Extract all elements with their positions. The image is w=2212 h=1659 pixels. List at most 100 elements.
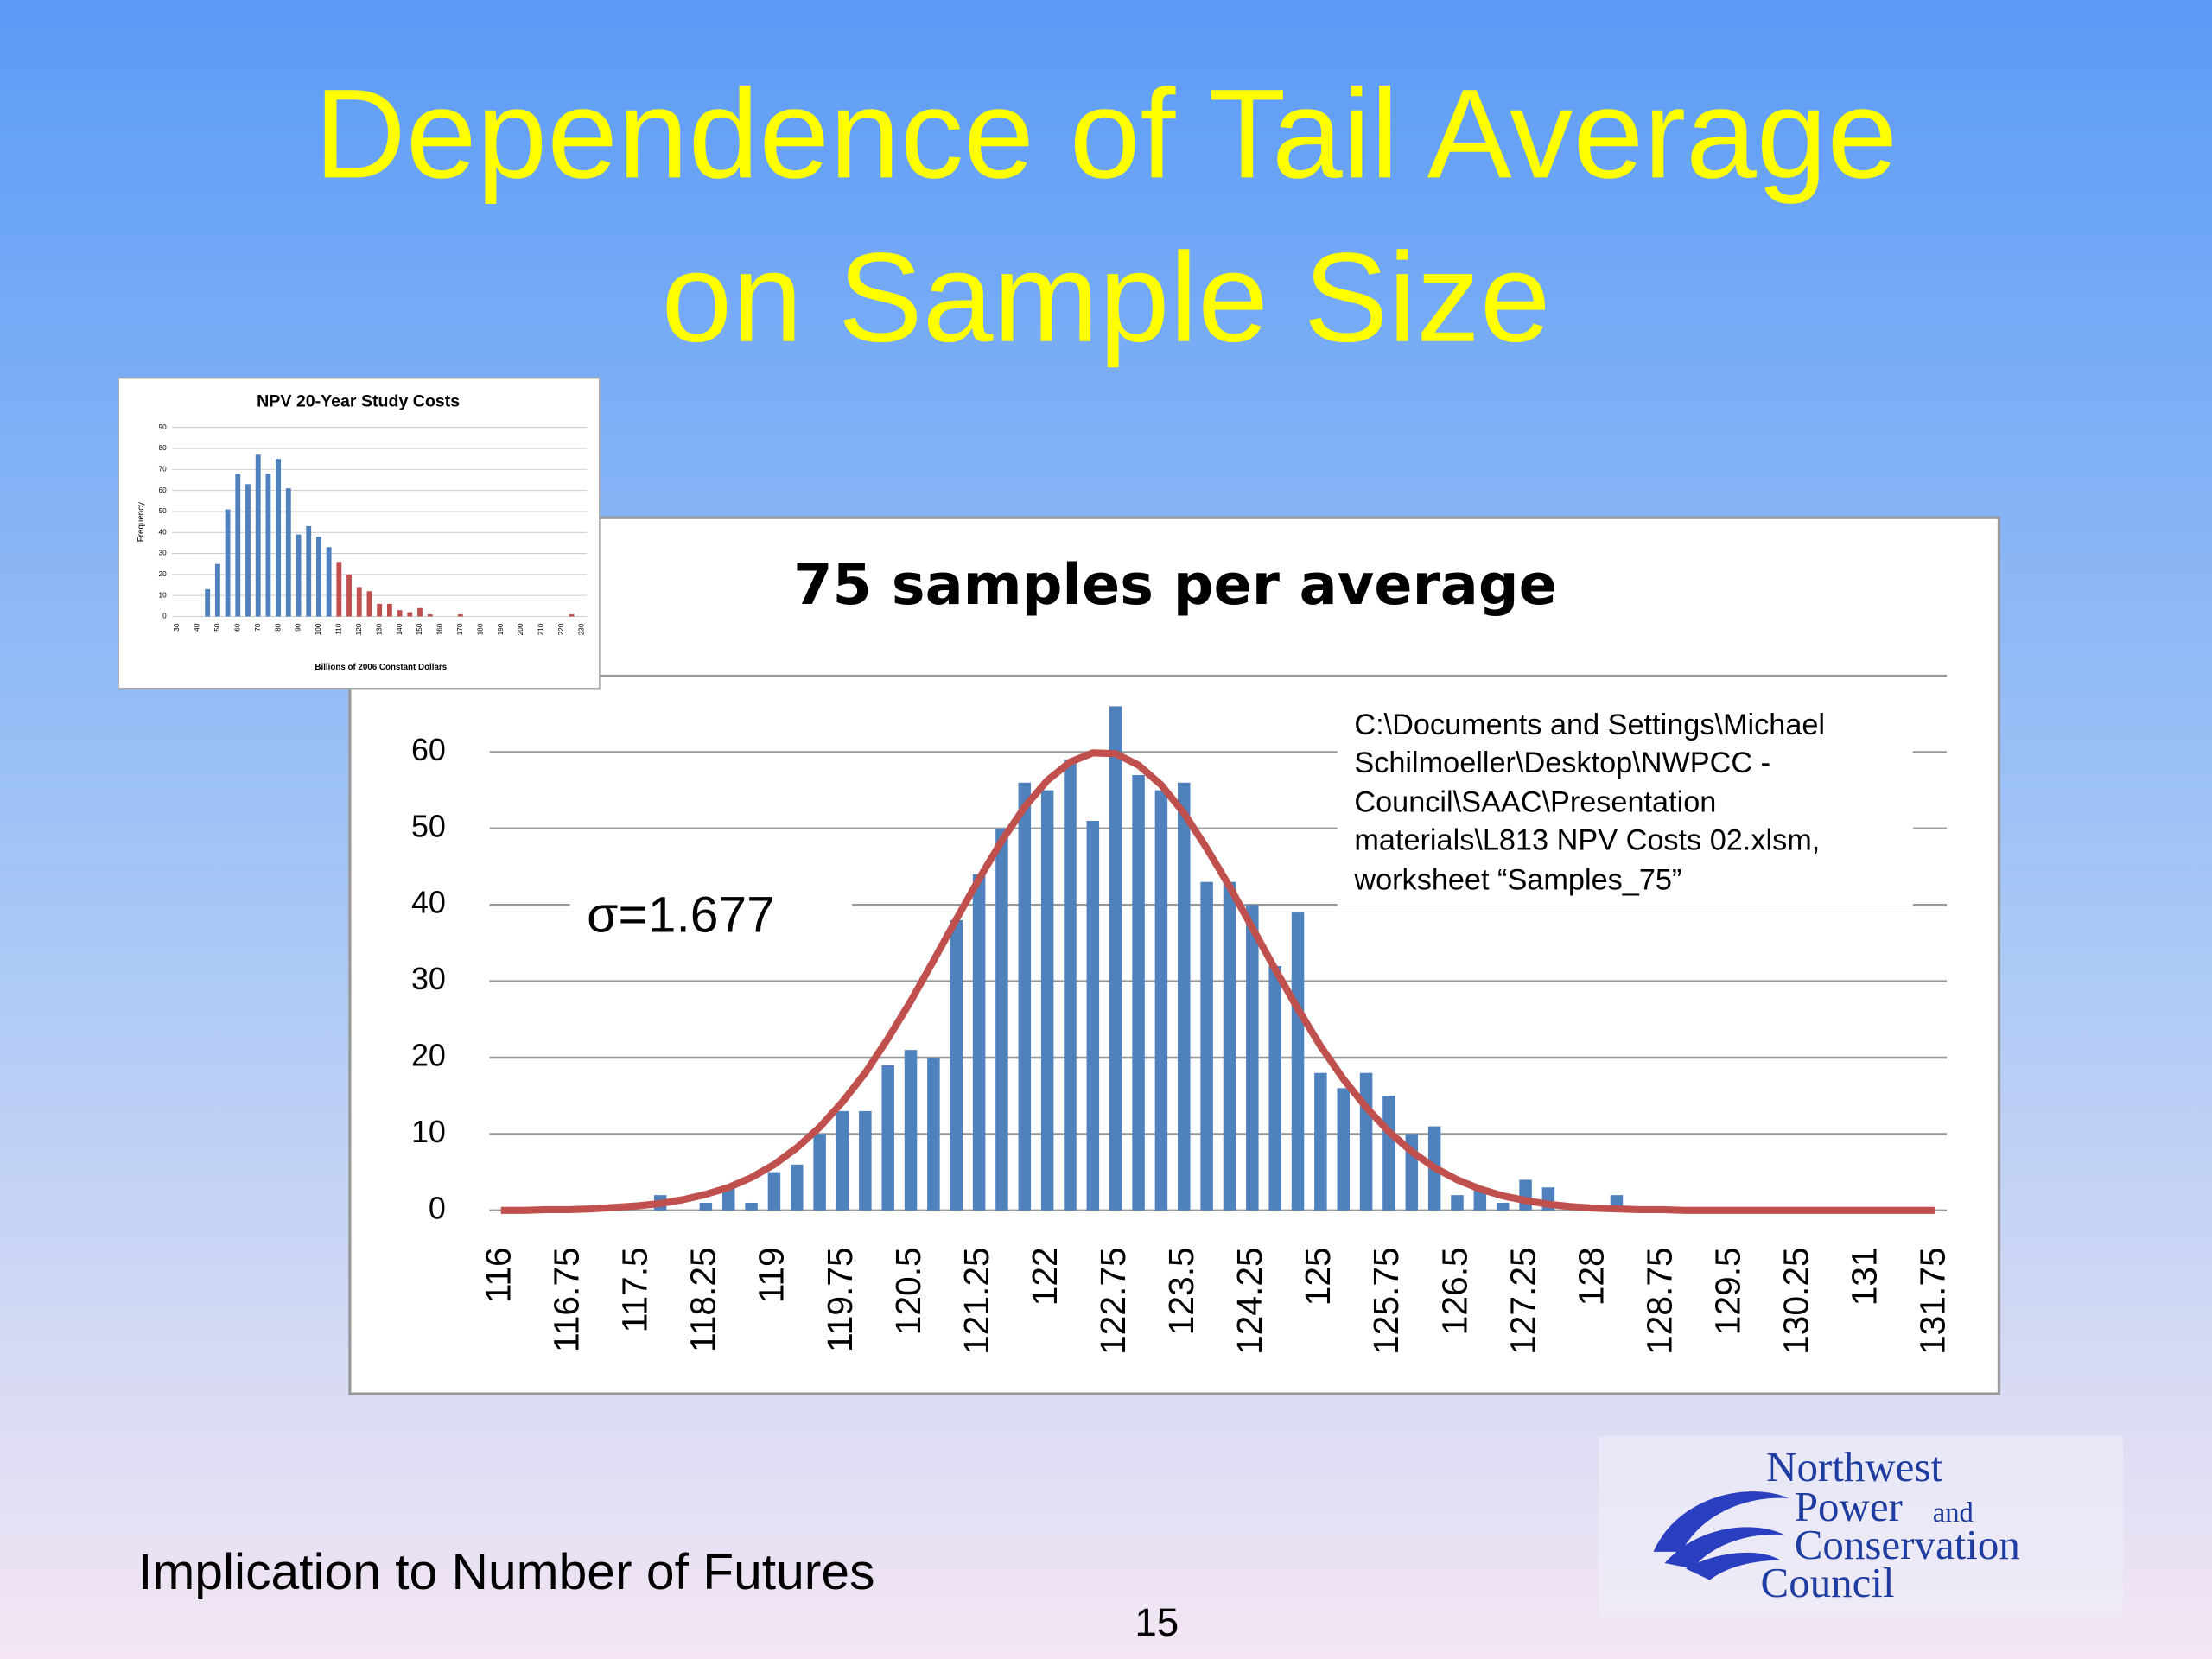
bar bbox=[1314, 1072, 1327, 1211]
bar bbox=[386, 603, 392, 617]
x-tick-label: 150 bbox=[416, 623, 423, 635]
bar bbox=[245, 484, 251, 617]
bar bbox=[1496, 1202, 1510, 1211]
x-tick-label: 140 bbox=[396, 623, 404, 635]
bar bbox=[1246, 905, 1259, 1211]
note: materials\L813 NPV Costs 02.xlsm, bbox=[1354, 824, 1820, 857]
annotation: σ=1.677 bbox=[587, 887, 775, 943]
bar bbox=[745, 1202, 758, 1211]
bar bbox=[813, 1134, 826, 1211]
bar bbox=[721, 1187, 735, 1211]
logo-text: and bbox=[1933, 1497, 1974, 1529]
x-tick-label: 122 bbox=[1025, 1247, 1065, 1306]
y-tick-label: 40 bbox=[411, 885, 446, 920]
bar bbox=[1382, 1096, 1395, 1211]
logo: Northwest Power and Conservation Council bbox=[1598, 1436, 2124, 1618]
x-tick-label: 119.75 bbox=[820, 1247, 860, 1352]
note: C:\Documents and Settings\Michael bbox=[1354, 709, 1825, 741]
x-tick-label: 123.5 bbox=[1161, 1247, 1201, 1335]
y-tick-label: 0 bbox=[429, 1190, 446, 1225]
x-tick-label: 110 bbox=[335, 623, 343, 634]
x-tick-label: 128 bbox=[1571, 1247, 1611, 1306]
x-tick-label: 121.25 bbox=[957, 1247, 996, 1355]
x-tick-label: 126.5 bbox=[1434, 1247, 1474, 1335]
bar bbox=[346, 574, 352, 617]
bar bbox=[995, 828, 1008, 1211]
x-tick-label: 50 bbox=[213, 623, 221, 632]
bar bbox=[205, 588, 211, 617]
bar bbox=[316, 537, 321, 617]
bar bbox=[417, 607, 423, 617]
logo-text: Power bbox=[1795, 1483, 1903, 1530]
y-tick-label: 60 bbox=[411, 732, 446, 767]
bar bbox=[699, 1202, 713, 1211]
x-tick-label: 116 bbox=[478, 1247, 518, 1303]
bar bbox=[366, 591, 372, 617]
bar bbox=[791, 1164, 804, 1211]
x-tick-label: 30 bbox=[173, 623, 181, 632]
bar bbox=[276, 459, 282, 617]
bar bbox=[1132, 774, 1145, 1211]
logo-text: Conservation bbox=[1795, 1521, 2020, 1568]
x-tick-label: 117.5 bbox=[615, 1247, 655, 1332]
bar bbox=[1268, 965, 1281, 1211]
x-tick-label: 124.25 bbox=[1230, 1247, 1269, 1355]
curve bbox=[500, 749, 1936, 1214]
x-tick-label: 125.75 bbox=[1366, 1247, 1406, 1355]
bar bbox=[1200, 881, 1213, 1211]
inset-chart: 0 10 20 30 40 50 60 70 80 90 30 40 50 60 70 80 90 100 110 1… bbox=[159, 423, 588, 635]
bar bbox=[225, 509, 231, 617]
x-tick-label: 200 bbox=[517, 623, 524, 635]
bar bbox=[1337, 1088, 1350, 1211]
bar bbox=[1154, 790, 1168, 1211]
bar bbox=[457, 614, 463, 617]
inset-x-label: Billions of 2006 Constant Dollars bbox=[315, 663, 447, 672]
bar bbox=[427, 614, 433, 617]
y-tick-label: 50 bbox=[411, 808, 446, 843]
bar bbox=[265, 474, 271, 617]
x-tick-label: 230 bbox=[577, 623, 585, 635]
y-tick-label: 90 bbox=[159, 423, 168, 431]
main-chart: 0 10 20 30 40 50 60 116 116.75 117.5 118.25 119 119.… bbox=[411, 674, 1953, 1355]
bar bbox=[356, 587, 362, 617]
bar bbox=[235, 474, 241, 617]
x-tick-label: 131.75 bbox=[1913, 1247, 1953, 1355]
note: worksheet “Samples_75” bbox=[1353, 863, 1681, 896]
logo-text: Northwest bbox=[1766, 1443, 1942, 1491]
y-tick-label: 10 bbox=[159, 591, 168, 599]
bar bbox=[1064, 760, 1077, 1211]
logo-text: Council bbox=[1761, 1559, 1895, 1606]
note: Schilmoeller\Desktop\NWPCC - bbox=[1354, 747, 1770, 779]
bar bbox=[950, 919, 963, 1211]
x-tick-label: 180 bbox=[476, 623, 484, 635]
x-tick-label: 210 bbox=[537, 623, 545, 635]
x-tick-label: 190 bbox=[497, 623, 505, 635]
bar bbox=[336, 562, 342, 617]
y-tick-label: 20 bbox=[411, 1038, 446, 1073]
y-tick-label: 30 bbox=[411, 961, 446, 996]
x-tick-label: 80 bbox=[274, 623, 282, 632]
bar bbox=[296, 534, 302, 617]
logo-swirl bbox=[1664, 1527, 1785, 1569]
x-tick-label: 130 bbox=[375, 623, 383, 635]
bar bbox=[972, 874, 986, 1211]
x-tick-label: 116.75 bbox=[547, 1247, 587, 1352]
bar bbox=[407, 612, 413, 617]
x-tick-label: 128.75 bbox=[1639, 1247, 1679, 1355]
bar bbox=[377, 603, 383, 617]
annotation-bg bbox=[569, 877, 853, 957]
x-tick-label: 131 bbox=[1845, 1247, 1885, 1306]
bar bbox=[306, 525, 312, 617]
x-tick-label: 90 bbox=[295, 623, 302, 632]
bar bbox=[569, 614, 575, 617]
bar bbox=[285, 488, 291, 617]
y-tick-label: 70 bbox=[159, 465, 168, 473]
logo-swirl bbox=[1686, 1552, 1781, 1580]
x-tick-label: 122.75 bbox=[1093, 1247, 1133, 1355]
bar bbox=[1359, 1072, 1373, 1211]
y-tick-label: 30 bbox=[159, 550, 168, 557]
bar bbox=[326, 547, 332, 617]
y-tick-label: 0 bbox=[162, 613, 167, 620]
bar bbox=[767, 1172, 781, 1211]
